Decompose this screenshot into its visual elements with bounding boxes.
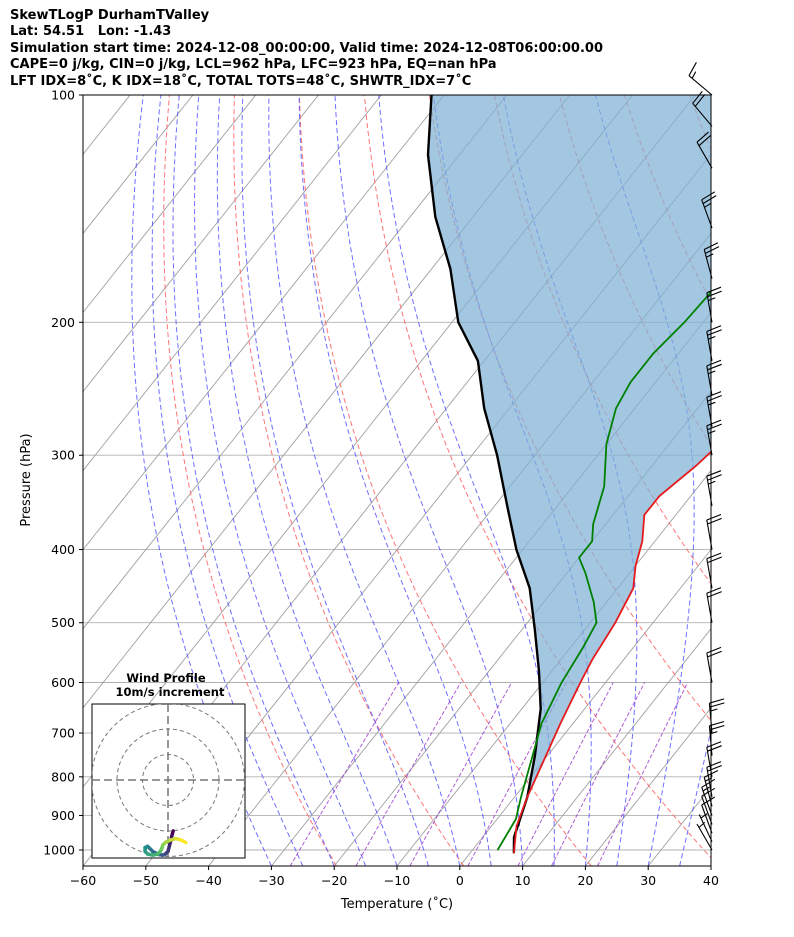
moist-adiabat-line (334, 95, 524, 866)
y-tick-label: 700 (51, 726, 75, 741)
location-text: Lat: 54.51 Lon: -1.43 (10, 24, 172, 40)
wind-barb (706, 741, 722, 777)
isotherm-line (585, 707, 711, 866)
x-tick-label: 0 (456, 873, 464, 888)
dry-adiabat-line (755, 95, 794, 866)
wind-barb (703, 242, 720, 279)
x-tick-label: 10 (515, 873, 531, 888)
y-tick-label: 200 (51, 315, 75, 330)
isotherm-line (83, 95, 319, 393)
mixing-ratio-line (551, 682, 646, 866)
hodograph-title: Wind Profile (126, 671, 206, 685)
moist-adiabat-line (194, 95, 367, 866)
wind-barb (706, 419, 722, 456)
moist-adiabat-line (131, 95, 272, 866)
time-text: Simulation start time: 2024-12-08_00:00:… (10, 40, 603, 56)
moist-adiabat-line (151, 95, 304, 866)
wind-barb (706, 470, 722, 506)
x-tick-label: 20 (577, 873, 593, 888)
wind-barb (706, 552, 722, 589)
x-axis-label: Temperature (˚C) (340, 896, 453, 912)
x-tick-label: 40 (703, 873, 719, 888)
wind-barb (692, 90, 713, 127)
chart-header: SkewTLogP DurhamTValley Lat: 54.51 Lon: … (10, 8, 603, 90)
moist-adiabat-line (298, 95, 492, 866)
mixing-ratio-line (597, 682, 689, 866)
wind-barb (706, 325, 722, 361)
isotherm-line (83, 95, 382, 472)
y-tick-label: 500 (51, 615, 75, 630)
hodograph-plot (92, 704, 245, 858)
mixing-ratio-line (409, 682, 513, 866)
wind-barb (698, 813, 713, 842)
hodograph-segment (179, 838, 188, 845)
y-tick-label: 800 (51, 769, 75, 784)
indices-text-2: LFT IDX=8˚C, K IDX=18˚C, TOTAL TOTS=48˚C… (10, 73, 472, 89)
y-tick-label: 100 (51, 88, 75, 103)
wind-barb (706, 286, 722, 323)
wind-barb (706, 513, 722, 550)
wind-barb (701, 191, 717, 229)
isotherm-line (522, 628, 711, 866)
isotherm-line (83, 95, 257, 314)
dry-adiabat-line (233, 95, 465, 866)
y-tick-label: 400 (51, 542, 75, 557)
isotherm-line (396, 469, 711, 866)
isotherm-line (710, 865, 711, 866)
isotherm-line (83, 95, 508, 630)
y-tick-label: 600 (51, 675, 75, 690)
wind-barb (688, 62, 713, 96)
temperature-profile-line (513, 450, 711, 854)
moist-adiabat-line (241, 95, 429, 866)
dry-adiabat-line (163, 95, 337, 866)
moist-adiabat-line (216, 95, 398, 866)
wind-barb (708, 720, 725, 756)
chart-title: SkewTLogP DurhamTValley (10, 8, 210, 23)
mixing-ratio-line (289, 682, 400, 866)
y-axis-label: Pressure (hPa) (19, 433, 34, 526)
wind-barb (706, 391, 722, 427)
isotherm-line (459, 548, 711, 866)
x-tick-label: −20 (321, 873, 347, 888)
dry-adiabat-line (298, 95, 592, 866)
moist-adiabat-line (710, 863, 711, 866)
x-tick-label: −40 (195, 873, 221, 888)
hodograph-ring (92, 704, 245, 857)
x-tick-label: −30 (258, 873, 284, 888)
mixing-ratio-line (355, 682, 462, 866)
wind-barb (696, 131, 713, 169)
moist-adiabat-line (268, 95, 461, 866)
moist-adiabat-line (172, 95, 335, 866)
wind-barb (701, 778, 716, 816)
isotherm-line (83, 95, 445, 551)
y-tick-label: 900 (51, 808, 75, 823)
isotherm-line (83, 95, 194, 235)
wind-barb (706, 761, 722, 797)
dewpoint-profile-line (496, 290, 711, 851)
wind-barb (706, 359, 722, 396)
y-tick-label: 1000 (43, 843, 75, 858)
cape-shading (428, 95, 711, 854)
moist-adiabat-line (595, 95, 695, 866)
x-tick-label: −50 (133, 873, 159, 888)
x-tick-label: −60 (70, 873, 96, 888)
wind-barb (706, 587, 722, 623)
indices-text-1: CAPE=0 j/kg, CIN=0 j/kg, LCL=962 hPa, LF… (10, 57, 497, 73)
y-tick-label: 300 (51, 448, 75, 463)
wind-barb (708, 698, 725, 734)
x-tick-label: 30 (640, 873, 656, 888)
hodograph-subtitle: 10m/s increment (116, 685, 225, 699)
mixing-ratio-line (517, 682, 614, 866)
x-tick-label: −10 (384, 873, 410, 888)
wind-barb (706, 646, 722, 683)
